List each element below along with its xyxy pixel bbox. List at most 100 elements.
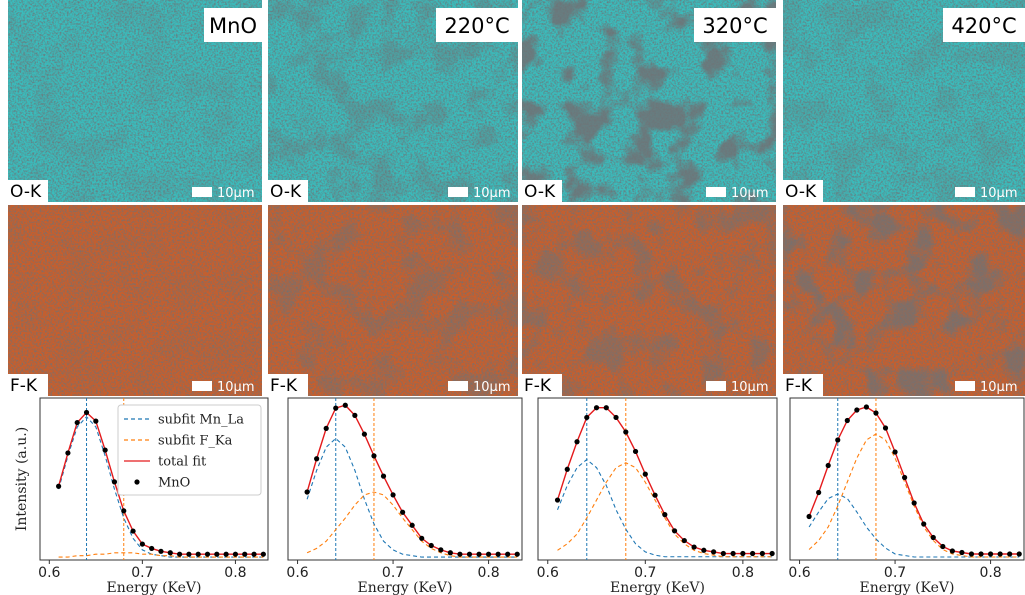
data-point	[251, 552, 256, 557]
data-point	[305, 489, 310, 494]
data-point	[352, 413, 357, 418]
data-point	[75, 420, 80, 425]
data-point	[701, 548, 706, 553]
element-label: O-K	[270, 182, 302, 202]
data-point	[613, 415, 618, 420]
scale-bar	[706, 381, 726, 391]
data-point	[467, 552, 472, 557]
x-tick-label: 0.8	[477, 565, 499, 581]
scale-bar	[955, 187, 975, 197]
data-point	[177, 552, 182, 557]
panel-title: 320°C	[702, 14, 767, 38]
x-axis-label: Energy (KeV)	[610, 580, 705, 595]
scale-bar	[448, 381, 468, 391]
data-point	[969, 551, 974, 556]
map-speckle	[783, 205, 1025, 396]
x-tick-label: 0.7	[634, 565, 656, 581]
data-point	[959, 550, 964, 555]
data-point	[438, 547, 443, 552]
data-point	[158, 549, 163, 554]
panel-title: MnO	[209, 14, 257, 38]
data-point	[623, 429, 628, 434]
data-point	[565, 467, 570, 472]
data-point	[826, 463, 831, 468]
data-point	[242, 552, 247, 557]
data-point	[912, 500, 917, 505]
data-point	[988, 551, 993, 556]
data-point	[555, 497, 560, 502]
x-tick-label: 0.6	[286, 565, 308, 581]
scale-label: 10μm	[980, 380, 1017, 395]
data-point	[515, 552, 520, 557]
element-label: O-K	[524, 182, 556, 202]
data-point	[314, 456, 319, 461]
data-point	[662, 512, 667, 517]
data-point	[205, 552, 210, 557]
data-point	[864, 404, 869, 409]
data-point	[84, 410, 89, 415]
x-tick-label: 0.7	[131, 565, 153, 581]
data-point	[604, 405, 609, 410]
data-point	[343, 403, 348, 408]
data-point	[845, 418, 850, 423]
data-point	[978, 551, 983, 556]
eds-map: F-K10μm	[8, 205, 262, 396]
element-label: F-K	[524, 376, 552, 396]
x-tick-label: 0.6	[788, 565, 810, 581]
data-point	[362, 432, 367, 437]
data-point	[65, 450, 70, 455]
data-point	[731, 551, 736, 556]
data-point	[224, 552, 229, 557]
data-point	[496, 552, 501, 557]
scale-label: 10μm	[217, 186, 254, 201]
data-point	[390, 492, 395, 497]
legend-label: MnO	[158, 476, 190, 491]
map-speckle	[268, 205, 518, 396]
data-point	[584, 415, 589, 420]
data-point	[410, 523, 415, 528]
data-point	[381, 474, 386, 479]
legend-label: subfit Mn_La	[158, 413, 244, 428]
data-point	[998, 551, 1003, 556]
scale-label: 10μm	[731, 380, 768, 395]
data-point	[770, 551, 775, 556]
legend-label: subfit F_Ka	[158, 434, 233, 449]
data-point	[457, 552, 462, 557]
data-point	[643, 472, 648, 477]
scale-bar	[192, 187, 212, 197]
data-point	[652, 493, 657, 498]
data-point	[121, 508, 126, 513]
data-point	[883, 425, 888, 430]
map-speckle	[522, 205, 776, 396]
figure: O-K10μmF-K10μmMnOO-K10μmF-K10μm220°CO-K1…	[0, 0, 1025, 595]
data-point	[931, 535, 936, 540]
data-point	[505, 552, 510, 557]
x-tick-label: 0.6	[537, 565, 559, 581]
data-point	[196, 552, 201, 557]
data-point	[711, 549, 716, 554]
scale-label: 10μm	[980, 186, 1017, 201]
plot-frame	[790, 398, 1024, 560]
data-point	[750, 551, 755, 556]
scale-bar	[448, 187, 468, 197]
data-point	[633, 449, 638, 454]
scale-label: 10μm	[473, 380, 510, 395]
data-point	[854, 407, 859, 412]
eds-map: F-K 10μm	[522, 205, 776, 396]
data-point	[261, 552, 266, 557]
x-tick-label: 0.8	[224, 565, 246, 581]
scale-label: 10μm	[473, 186, 510, 201]
data-point	[56, 484, 61, 489]
element-label: F-K	[785, 376, 813, 396]
x-axis-label: Energy (KeV)	[860, 580, 955, 595]
element-label: F-K	[10, 376, 38, 396]
scale-bar	[706, 187, 726, 197]
data-point	[324, 426, 329, 431]
data-point	[740, 551, 745, 556]
data-point	[892, 449, 897, 454]
data-point	[682, 538, 687, 543]
data-point	[186, 552, 191, 557]
data-point	[371, 453, 376, 458]
data-point	[691, 544, 696, 549]
